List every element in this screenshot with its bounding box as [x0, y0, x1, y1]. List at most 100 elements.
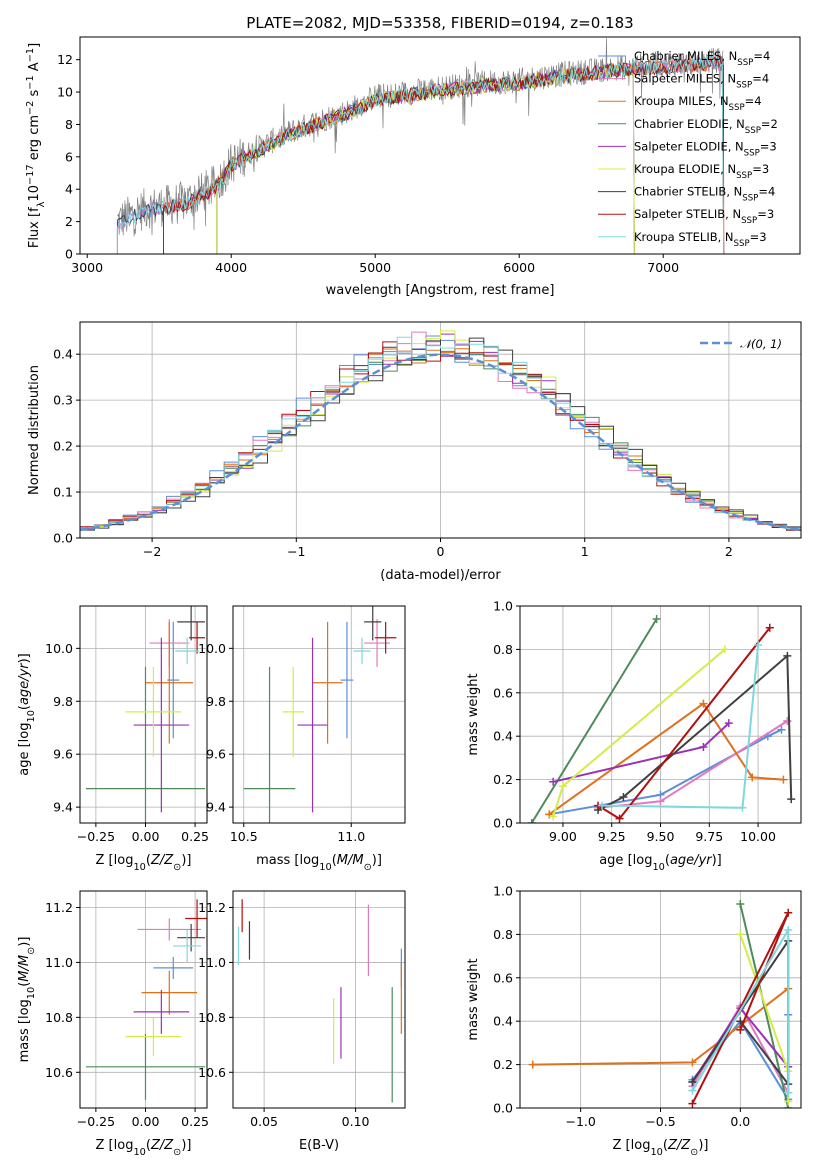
- y-tick-label: 0.2: [53, 439, 73, 454]
- legend-label: Kroupa ELODIE, NSSP=3: [634, 162, 769, 181]
- residual-histogram-6: [80, 337, 801, 532]
- x-tick-label: 0.25: [181, 1114, 209, 1129]
- y-tick-label: 9.4: [206, 800, 226, 815]
- weight-marker: [652, 615, 661, 624]
- weight-marker: [699, 699, 708, 708]
- legend-label: Salpeter STELIB, NSSP=3: [634, 207, 774, 226]
- legend-label: Kroupa STELIB, NSSP=3: [634, 230, 767, 249]
- y-tick-label: 1.0: [493, 599, 513, 614]
- y-tick-label: 10.6: [45, 1065, 73, 1080]
- x-tick-label: 11.0: [337, 829, 365, 844]
- weight-line-2: [548, 702, 784, 816]
- y-tick-label: 10.0: [198, 641, 226, 656]
- y-tick-label: 10.0: [45, 641, 73, 656]
- x-tick-label: 10.5: [230, 829, 258, 844]
- weight-marker: [784, 908, 793, 917]
- weight-marker: [688, 1099, 697, 1108]
- weights-weight-vs-Z: [528, 900, 793, 1108]
- model-line-8: [116, 55, 725, 254]
- weight-marker: [777, 725, 786, 734]
- axes-mass-vs-Z: −0.25 0.00 0.25 10.6 10.8 11.0 11.2: [45, 891, 209, 1129]
- y-tick-label: 0.8: [493, 927, 513, 942]
- y-tick-label: 11.0: [198, 955, 226, 970]
- weight-marker: [736, 930, 745, 939]
- weight-marker: [720, 645, 729, 654]
- x-tick-label: 0.00: [132, 1114, 160, 1129]
- axes-weight-vs-Z: −1.0 −0.5 0.0 0.0 0.2 0.4 0.6 0.8 1.0: [493, 884, 801, 1129]
- weight-marker: [724, 719, 733, 728]
- weight-marker: [699, 743, 708, 752]
- x-tick-label: −2: [143, 544, 161, 559]
- legend-label: Salpeter MILES, NSSP=4: [634, 72, 769, 91]
- weight-marker: [784, 926, 793, 935]
- weight-marker: [754, 641, 763, 650]
- y-tick-label: 0.1: [53, 485, 73, 500]
- y-tick-label: 4: [65, 182, 73, 197]
- weight-marker: [528, 1060, 537, 1069]
- weight-marker: [779, 775, 788, 784]
- x-tick-label: 0.0: [730, 1114, 750, 1129]
- weight-marker: [549, 812, 558, 821]
- weight-marker: [736, 1025, 745, 1034]
- y-tick-label: 9.4: [53, 800, 73, 815]
- weight-line-0: [549, 728, 782, 816]
- axes-age-vs-Z: −0.25 0.00 0.25 9.4 9.6 9.8 10.0: [45, 606, 209, 844]
- y-tick-label: 0.6: [493, 685, 513, 700]
- legend-label: Salpeter ELODIE, NSSP=3: [634, 139, 777, 158]
- weight-marker: [549, 777, 558, 786]
- x-tick-label: −0.25: [77, 1114, 115, 1129]
- y-tick-label: 0.8: [493, 642, 513, 657]
- y-tick-label: 12: [57, 52, 73, 67]
- legend-label: Chabrier ELODIE, NSSP=2: [634, 117, 778, 136]
- y-tick-label: 11.2: [198, 900, 226, 915]
- x-tick-label: 0.10: [342, 1114, 370, 1129]
- y-axis-label: mass [log10(M/M⊙)]: [17, 937, 37, 1063]
- spectrum-plot: [116, 38, 725, 254]
- x-tick-label: 6000: [503, 260, 535, 275]
- weight-marker: [688, 1077, 697, 1086]
- weight-marker: [738, 803, 747, 812]
- weight-marker: [615, 814, 624, 823]
- y-axis-label: Normed distribution: [27, 365, 42, 495]
- y-tick-label: 10.8: [45, 1010, 73, 1025]
- legend-label-normal: 𝒩(0, 1): [740, 337, 782, 351]
- residual-histogram-8: [80, 336, 801, 532]
- axes-frame: [519, 605, 802, 824]
- x-tick-label: 3000: [71, 260, 103, 275]
- y-axis-label: mass weight: [466, 673, 481, 755]
- y-tick-label: 9.8: [53, 694, 73, 709]
- y-tick-label: 10.8: [198, 1010, 226, 1025]
- axes-frame: [79, 890, 208, 1109]
- x-axis-label: Z [log10(Z/Z⊙)]: [613, 1138, 709, 1158]
- x-tick-label: 0.05: [250, 1114, 278, 1129]
- x-tick-label: 1: [581, 544, 589, 559]
- x-axis-label: Z [log10(Z/Z⊙)]: [96, 1138, 192, 1158]
- x-axis-label: (data-model)/error: [380, 568, 501, 583]
- legend-label: Kroupa MILES, NSSP=4: [634, 94, 762, 113]
- x-tick-label: 0.00: [132, 829, 160, 844]
- weight-marker: [558, 782, 567, 791]
- axes-frame: [79, 605, 208, 824]
- y-tick-label: 11.2: [45, 900, 73, 915]
- x-tick-label: −0.25: [77, 829, 115, 844]
- x-tick-label: 9.50: [647, 829, 675, 844]
- legend-label: Chabrier MILES, NSSP=4: [634, 49, 770, 68]
- errorbars-age-vs-Z: [85, 606, 206, 823]
- weight-marker: [784, 1088, 793, 1097]
- y-tick-label: 0.0: [493, 1101, 513, 1116]
- y-tick-label: 0.4: [493, 1014, 513, 1029]
- weight-marker: [736, 900, 745, 909]
- weight-marker: [688, 1058, 697, 1067]
- x-tick-label: 9.75: [695, 829, 723, 844]
- y-tick-label: 11.0: [45, 955, 73, 970]
- weight-marker: [783, 651, 792, 660]
- y-tick-label: 9.6: [206, 747, 226, 762]
- y-tick-label: 0: [65, 247, 73, 262]
- y-tick-label: 1.0: [493, 884, 513, 899]
- y-axis-label: mass weight: [466, 958, 481, 1040]
- weight-marker: [619, 792, 628, 801]
- weight-marker: [597, 801, 606, 810]
- weight-marker: [748, 773, 757, 782]
- x-tick-label: 10.00: [740, 829, 776, 844]
